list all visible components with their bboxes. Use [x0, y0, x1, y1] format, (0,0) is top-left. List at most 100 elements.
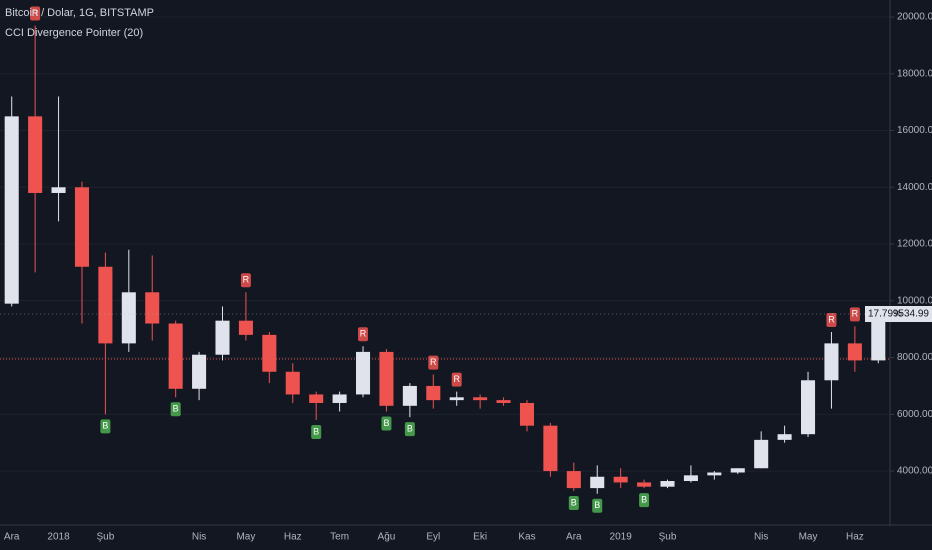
candle-body [519, 402, 534, 426]
signal-box [358, 327, 369, 342]
last-price-box [865, 306, 932, 323]
candle-body [402, 385, 417, 406]
signal-box [100, 419, 111, 434]
candle-body [238, 320, 253, 335]
x-tick-label: Ağu [378, 532, 396, 543]
y-tick-label: 18000.00 [897, 68, 932, 79]
signal-box [404, 422, 415, 437]
candle-body [660, 481, 675, 487]
chart-title: Bitcoin / Dolar, 1G, BITSTAMP [5, 7, 154, 19]
x-tick-label: Ara [4, 532, 20, 543]
candle-body [754, 439, 769, 469]
candle-body [777, 434, 792, 440]
y-tick-label: 16000.00 [897, 125, 932, 136]
candle-body [28, 116, 43, 193]
signal-label: R [32, 8, 39, 18]
candle-body [4, 116, 19, 304]
candle-body [356, 351, 371, 395]
x-tick-label: Nis [192, 532, 206, 543]
y-tick-label: 12000.00 [897, 239, 932, 250]
x-tick-label: May [236, 532, 255, 543]
candle-body [285, 371, 300, 395]
candle-body [566, 471, 581, 489]
x-tick-label: Eyl [426, 532, 440, 543]
candle-body [683, 475, 698, 482]
signal-box [240, 273, 251, 288]
candle-body [871, 314, 886, 361]
x-tick-label: Ara [566, 532, 582, 543]
signal-box [592, 498, 603, 513]
candle-body [473, 397, 488, 401]
candle-body [613, 476, 628, 483]
x-tick-label: Kas [518, 532, 535, 543]
signal-box [639, 493, 650, 508]
candle-body [824, 343, 839, 381]
candle-body [192, 354, 207, 389]
signal-label: R [852, 309, 859, 319]
signal-box [451, 372, 462, 387]
signal-label: R [430, 357, 437, 367]
signal-label: B [383, 418, 389, 428]
candle-body [98, 266, 113, 344]
signal-box [30, 6, 41, 21]
indicator-name: CCI Divergence Pointer (20) [5, 27, 143, 39]
signal-label: B [313, 426, 319, 436]
y-tick-label: 4000.00 [897, 466, 932, 477]
candle-body [309, 394, 324, 403]
candle-body [847, 343, 862, 361]
candle-body [637, 482, 652, 487]
signal-label: B [102, 421, 108, 431]
x-tick-label: Tem [330, 532, 349, 543]
candle-body [215, 320, 230, 355]
x-tick-label: Eki [473, 532, 487, 543]
x-tick-label: Haz [284, 532, 302, 543]
signal-label: B [571, 497, 577, 507]
signal-box [568, 495, 579, 510]
signal-label: B [173, 404, 179, 414]
signal-box [826, 313, 837, 328]
x-tick-label: Şub [659, 532, 677, 543]
candle-body [543, 425, 558, 472]
x-tick-label: May [799, 532, 818, 543]
signal-box [170, 402, 181, 417]
candle-body [74, 187, 89, 267]
signal-label: B [594, 500, 600, 510]
y-tick-label: 6000.00 [897, 409, 932, 420]
x-tick-label: Şub [96, 532, 114, 543]
plot-area: B B B B B B B B R R R R R R R [0, 6, 890, 513]
candle-body [379, 351, 394, 406]
y-tick-label: 20000.00 [897, 12, 932, 23]
x-tick-label: 2018 [47, 532, 70, 543]
candle-body [145, 292, 160, 324]
price-change: 17.79% [868, 309, 902, 320]
candle-body [51, 187, 66, 193]
y-tick-label: 10000.00 [897, 295, 932, 306]
candle-body [121, 292, 136, 344]
x-tick-label: 2019 [610, 532, 633, 543]
signal-label: R [828, 314, 835, 324]
y-tick-label: 8000.00 [897, 352, 932, 363]
candle-body [730, 468, 745, 473]
x-tick-label: Haz [846, 532, 864, 543]
signal-label: R [453, 374, 460, 384]
candle-body [496, 400, 511, 403]
signal-box [849, 307, 860, 322]
candle-body [449, 397, 464, 401]
last-price-label: 9534.99 [893, 309, 930, 320]
signal-label: B [641, 494, 647, 504]
y-tick-label: 14000.00 [897, 182, 932, 193]
signal-label: R [360, 329, 367, 339]
candle-body [801, 380, 816, 435]
candle-body [707, 472, 722, 476]
candle-body [590, 476, 605, 489]
signal-label: B [407, 424, 413, 434]
signal-label: R [243, 275, 250, 285]
signal-box [381, 416, 392, 431]
candle-body [426, 385, 441, 401]
signal-box [311, 425, 322, 439]
candle-body [262, 334, 277, 372]
candle-body [168, 323, 183, 389]
x-tick-label: Nis [754, 532, 768, 543]
